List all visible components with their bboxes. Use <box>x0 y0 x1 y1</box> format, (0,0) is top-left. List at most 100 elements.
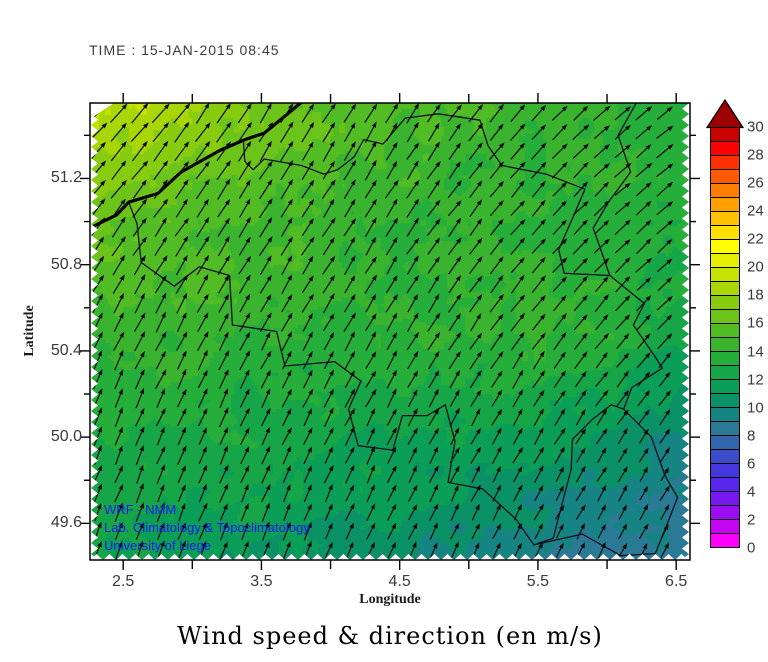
wind-arrow-head <box>160 388 166 395</box>
wind-arrow-head <box>517 522 523 530</box>
wind-arrow-head <box>244 483 249 491</box>
x-tick-label: 3.5 <box>250 573 273 590</box>
wind-arrow-head <box>99 198 106 205</box>
wind-arrow-head <box>604 144 610 150</box>
wind-arrow-head <box>392 293 398 301</box>
wind-arrow-head <box>603 181 609 188</box>
wind-arrow-head <box>456 104 462 111</box>
wind-arrow-head <box>624 124 631 131</box>
wind-arrow-head <box>643 428 649 435</box>
wind-arrow-head <box>433 446 439 453</box>
wind-arrow-head <box>435 199 441 206</box>
wind-arrow-head <box>498 123 504 130</box>
wind-arrow-head <box>328 407 334 414</box>
wind-arrow-head <box>329 293 335 300</box>
wind-arrow-head <box>267 217 273 224</box>
wind-arrow-head <box>184 103 191 110</box>
wind-arrow-head <box>666 106 673 113</box>
wind-arrow-head <box>203 274 209 281</box>
wind-arrow-head <box>119 254 125 262</box>
coastline <box>90 103 304 230</box>
wind-arrow-head <box>182 292 188 299</box>
wind-arrow-head <box>435 312 441 319</box>
wind-arrow-head <box>603 294 609 301</box>
wind-arrow-head <box>140 331 146 338</box>
map-content <box>90 103 690 560</box>
wind-arrow-head <box>664 485 670 492</box>
wind-arrow-head <box>601 447 607 454</box>
wind-arrow-head <box>477 142 483 149</box>
wind-arrow-head <box>667 220 674 226</box>
colorbar-cell <box>711 281 739 295</box>
wind-arrow-head <box>477 256 483 263</box>
wind-arrow-head <box>412 465 417 472</box>
wind-arrow-head <box>582 257 589 264</box>
wind-arrow-head <box>667 144 674 150</box>
wind-arrow-head <box>141 236 147 243</box>
wind-arrow-head <box>204 103 210 109</box>
wind-arrow-head <box>561 181 568 188</box>
wind-arrow-head <box>329 140 335 147</box>
wind-arrow-head <box>560 370 566 377</box>
wind-arrow-head <box>435 218 441 225</box>
wind-arrow-head <box>412 484 418 491</box>
wind-arrow-head <box>602 352 608 359</box>
wind-arrow-head <box>391 541 396 549</box>
wind-arrow-head <box>202 388 208 395</box>
wind-vector-layer <box>90 103 674 560</box>
wind-arrow-head <box>582 181 589 188</box>
wind-arrow-head <box>225 103 231 110</box>
wind-arrow-head <box>97 503 102 510</box>
wind-arrow-head <box>183 235 189 242</box>
wind-arrow-head <box>181 408 187 415</box>
wind-arrow-head <box>412 407 418 415</box>
wind-arrow-head <box>412 541 417 548</box>
wind-arrow-head <box>141 198 148 205</box>
wind-arrow-head <box>245 312 251 319</box>
wind-arrow-head <box>433 503 439 510</box>
wind-arrow-head <box>498 218 504 225</box>
wind-arrow-head <box>561 332 567 339</box>
wind-arrow-head <box>163 122 169 129</box>
wind-arrow-head <box>288 121 294 128</box>
colorbar-tick-label: 16 <box>747 314 764 332</box>
timestamp: TIME : 15-JAN-2015 08:45 <box>89 42 280 58</box>
wind-arrow-head <box>223 464 229 471</box>
wind-arrow-head <box>142 103 149 109</box>
wind-arrow-head <box>538 542 544 549</box>
wind-arrow-head <box>307 408 312 415</box>
wind-arrow-head <box>349 370 355 377</box>
wind-arrow-head <box>160 502 165 509</box>
wind-arrow-head <box>308 388 314 395</box>
wind-arrow-head <box>350 218 356 225</box>
wind-arrow-head <box>433 388 439 395</box>
wind-arrow-head <box>307 521 312 529</box>
wind-arrow-head <box>287 217 293 224</box>
wind-arrow-head <box>286 465 291 472</box>
wind-arrow-head <box>498 351 504 358</box>
wind-arrow-head <box>286 445 291 453</box>
wind-arrow-head <box>328 351 334 358</box>
colorbar <box>710 127 740 548</box>
wind-arrow-head <box>161 274 167 282</box>
colorbar-cell <box>711 267 739 281</box>
wind-arrow-head <box>540 238 547 245</box>
wind-arrow-head <box>498 161 504 168</box>
wind-arrow-head <box>391 446 397 453</box>
wind-arrow-head <box>645 352 651 359</box>
wind-arrow-head <box>540 124 547 131</box>
colorbar-cell <box>711 519 739 533</box>
wind-arrow-head <box>117 541 123 548</box>
wind-arrow-head <box>244 465 250 472</box>
colorbar-cell <box>711 295 739 309</box>
wind-arrow-head <box>498 256 504 263</box>
wind-arrow-head <box>538 446 544 454</box>
wind-arrow-head <box>181 312 187 319</box>
wind-arrow-head <box>161 369 167 376</box>
wind-arrow-head <box>265 331 271 339</box>
wind-arrow-head <box>558 523 564 530</box>
wind-arrow-head <box>496 523 502 530</box>
wind-arrow-head <box>664 504 670 511</box>
wind-arrow-head <box>643 523 649 530</box>
domain-corner <box>90 103 114 119</box>
